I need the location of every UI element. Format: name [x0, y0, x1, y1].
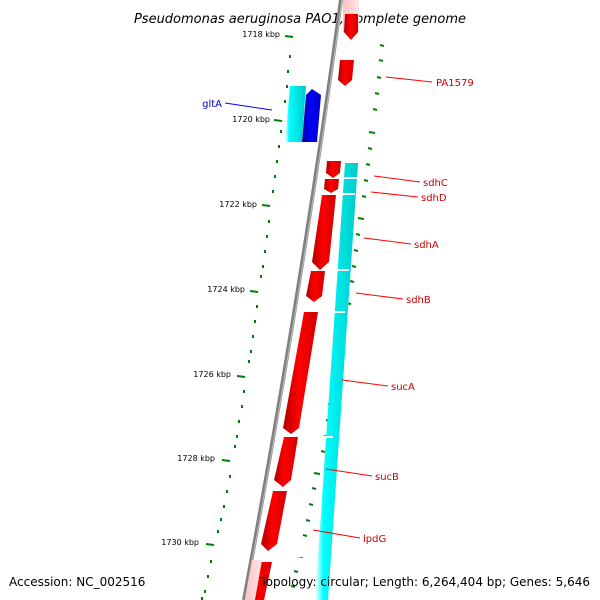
ruler-major-ticks	[205, 35, 294, 546]
gene-label-sdhA: sdhA	[414, 240, 439, 251]
gene-track-red	[245, 161, 341, 600]
cds-gltA[interactable]	[285, 86, 306, 142]
cds-gaps	[297, 177, 357, 557]
gene-next-pink[interactable]	[245, 560, 262, 600]
gene-sdhC[interactable]	[326, 161, 341, 178]
gene-label-pa1579: PA1579	[436, 78, 474, 89]
gene-feature-pa1579[interactable]	[338, 60, 354, 86]
gene-label-gltA: gltA	[202, 99, 222, 110]
topology-text: Topology: circular; Length: 6,264,404 bp…	[259, 575, 590, 589]
label-leaders-red	[312, 76, 433, 539]
gene-label-sdhB: sdhB	[406, 295, 431, 306]
ruler-label-1726: 1726 kbp	[193, 370, 231, 379]
gene-lpdG[interactable]	[261, 491, 287, 551]
ruler-label-1718: 1718 kbp	[242, 30, 280, 39]
label-leader-gltA	[224, 102, 273, 111]
ruler-outer-ticks	[201, 55, 291, 600]
gene-sdhB[interactable]	[306, 271, 325, 302]
ruler-label-1728: 1728 kbp	[177, 454, 215, 463]
gene-label-sdhD: sdhD	[421, 193, 447, 204]
accession-text: Accession: NC_002516	[9, 575, 145, 589]
gene-label-sucB: sucB	[375, 472, 399, 483]
gene-feature-top-red[interactable]	[344, 14, 358, 40]
gene-gltA[interactable]	[302, 89, 321, 142]
gene-sdhA[interactable]	[312, 195, 336, 270]
gene-label-lpdG: lpdG	[363, 534, 386, 545]
gene-label-sdhC: sdhC	[423, 178, 448, 189]
ruler-label-1720: 1720 kbp	[232, 115, 270, 124]
gene-label-sucA: sucA	[391, 382, 415, 393]
gene-sdhD[interactable]	[324, 179, 339, 193]
cds-track-succinate-cluster[interactable]	[315, 163, 358, 600]
genome-title: Pseudomonas aeruginosa PAO1, complete ge…	[134, 12, 466, 27]
genome-backbone	[242, 0, 343, 600]
ruler-label-1722: 1722 kbp	[219, 200, 257, 209]
ruler-label-1724: 1724 kbp	[207, 285, 245, 294]
ruler-label-1730: 1730 kbp	[161, 538, 199, 547]
gene-sucB[interactable]	[274, 437, 298, 487]
gene-sucA[interactable]	[283, 312, 318, 434]
genome-backbone-highlight	[244, 0, 343, 600]
